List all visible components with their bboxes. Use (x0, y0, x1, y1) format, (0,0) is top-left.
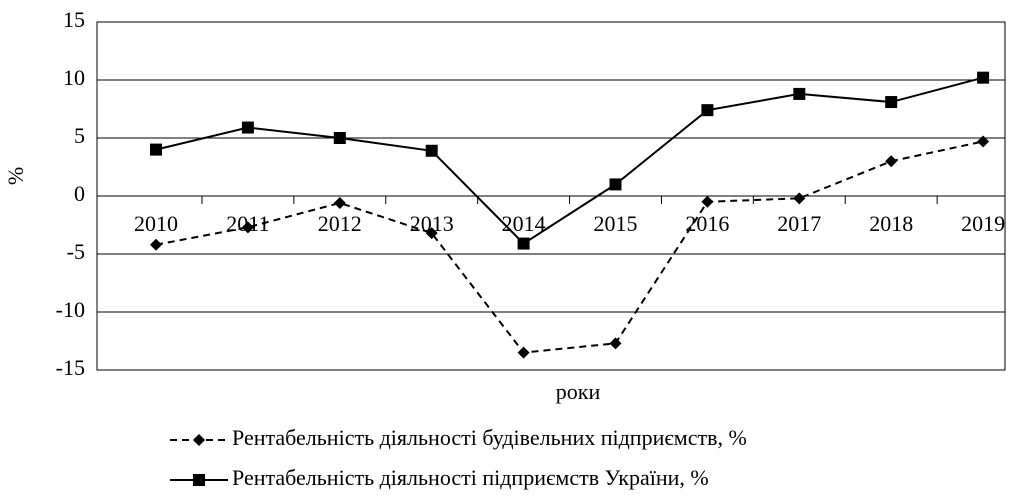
x-tick-label: 2014 (502, 211, 546, 236)
x-tick-label: 2018 (869, 211, 913, 236)
series-marker (333, 196, 346, 209)
series-marker (425, 227, 438, 240)
y-axis-label: % (3, 167, 28, 185)
y-tick-label: 0 (74, 181, 85, 206)
x-tick-label: 2017 (777, 211, 821, 236)
series-marker (885, 96, 898, 109)
y-tick-label: -15 (56, 355, 85, 380)
y-tick-label: 10 (63, 65, 85, 90)
series-marker (150, 143, 162, 156)
series-line (155, 76, 984, 245)
series-marker (701, 195, 714, 208)
series-marker (977, 135, 990, 148)
x-tick-label: 2019 (961, 211, 1005, 236)
series-marker (333, 132, 346, 144)
x-tick-label: 2010 (134, 211, 178, 236)
y-tick-label: 5 (74, 123, 85, 148)
series-marker (793, 192, 806, 205)
series-marker (517, 346, 530, 359)
x-tick-label: 2016 (685, 211, 729, 236)
y-tick-label: 15 (63, 7, 85, 32)
y-tick-label: -10 (56, 297, 85, 322)
series-marker (241, 221, 254, 234)
series-marker (609, 337, 622, 350)
series-marker (701, 104, 714, 117)
x-tick-label: 2015 (594, 211, 638, 236)
series-marker (977, 71, 990, 84)
series-marker (793, 87, 806, 100)
series-marker (609, 178, 622, 191)
legend-label: Рентабельність діяльності підприємств Ук… (232, 465, 709, 490)
series-marker (517, 237, 530, 250)
series-marker (150, 238, 162, 251)
x-axis-label: роки (556, 379, 601, 404)
legend-marker (193, 474, 205, 486)
legend-marker (193, 434, 205, 446)
series-marker (241, 121, 254, 134)
y-tick-label: -5 (67, 239, 85, 264)
series-line (155, 140, 984, 354)
x-tick-label: 2012 (318, 211, 362, 236)
series-marker (885, 155, 898, 168)
series-marker (425, 144, 438, 157)
legend-label: Рентабельність діяльності будівельних пі… (232, 425, 747, 450)
